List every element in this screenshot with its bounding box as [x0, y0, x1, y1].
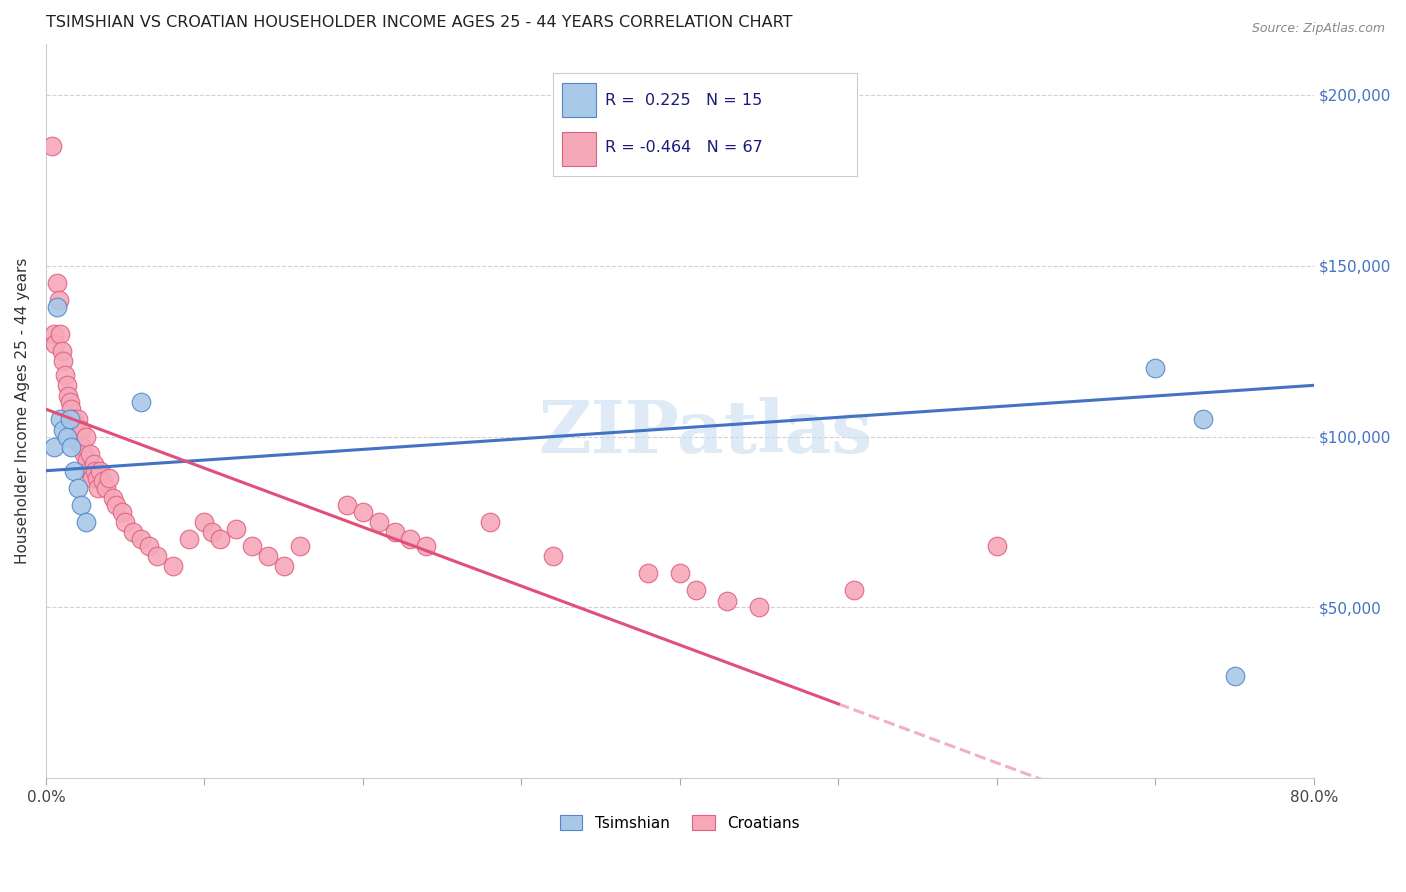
Point [177, 532, 200, 546]
Point [56, 388, 79, 402]
Point [79, 447, 101, 461]
Point [42, 440, 65, 454]
Point [72, 440, 94, 454]
Text: Source: ZipAtlas.com: Source: ZipAtlas.com [1251, 22, 1385, 36]
Point [114, 515, 136, 529]
Point [60, 402, 83, 417]
Point [748, 600, 770, 615]
Point [62, 412, 84, 426]
Point [55, 429, 77, 443]
Point [240, 539, 263, 553]
Point [637, 566, 659, 581]
Point [89, 464, 111, 478]
Point [53, 368, 76, 382]
Point [986, 539, 1008, 553]
Point [73, 447, 96, 461]
Point [65, 429, 87, 443]
Point [51, 344, 73, 359]
Point [76, 453, 98, 467]
Point [384, 525, 406, 540]
Point [91, 474, 114, 488]
Point [84, 464, 107, 478]
Point [59, 395, 82, 409]
Point [288, 539, 311, 553]
Point [225, 522, 247, 536]
Point [67, 436, 90, 450]
Point [1144, 361, 1167, 376]
Point [209, 532, 232, 546]
Point [77, 464, 100, 478]
Point [669, 566, 692, 581]
Point [86, 470, 108, 484]
Point [60, 440, 83, 454]
Point [104, 498, 127, 512]
Point [87, 481, 110, 495]
Point [49, 412, 72, 426]
Point [844, 583, 866, 598]
Point [42, 327, 65, 342]
Legend: Tsimshian, Croatians: Tsimshian, Croatians [554, 808, 806, 837]
Point [66, 481, 89, 495]
Point [367, 515, 389, 529]
Point [98, 470, 121, 484]
Point [1191, 412, 1213, 426]
Point [201, 525, 224, 540]
Point [46, 300, 69, 314]
Point [48, 293, 70, 307]
Point [66, 412, 89, 426]
Point [44, 337, 66, 351]
Point [273, 559, 295, 574]
Point [111, 505, 134, 519]
Point [138, 539, 160, 553]
Point [122, 525, 145, 540]
Point [80, 470, 103, 484]
Point [96, 481, 118, 495]
Point [478, 515, 501, 529]
Text: ZIPatlas: ZIPatlas [538, 398, 872, 468]
Point [69, 423, 91, 437]
Point [162, 559, 184, 574]
Point [75, 515, 97, 529]
Point [399, 532, 422, 546]
Point [52, 354, 75, 368]
Point [52, 423, 75, 437]
Y-axis label: Householder Income Ages 25 - 44 years: Householder Income Ages 25 - 44 years [15, 258, 30, 564]
Point [75, 429, 97, 443]
Point [46, 276, 69, 290]
Point [716, 593, 738, 607]
Point [83, 457, 105, 471]
Point [63, 419, 86, 434]
Point [129, 532, 152, 546]
Point [685, 583, 707, 598]
Point [63, 464, 86, 478]
Point [69, 498, 91, 512]
Point [541, 549, 564, 563]
Point [352, 505, 374, 519]
Point [193, 515, 215, 529]
Point [55, 378, 77, 392]
Point [41, 139, 63, 153]
Point [129, 395, 152, 409]
Point [146, 549, 169, 563]
Point [49, 327, 72, 342]
Point [256, 549, 278, 563]
Point [59, 412, 82, 426]
Text: TSIMSHIAN VS CROATIAN HOUSEHOLDER INCOME AGES 25 - 44 YEARS CORRELATION CHART: TSIMSHIAN VS CROATIAN HOUSEHOLDER INCOME… [46, 15, 793, 30]
Point [415, 539, 437, 553]
Point [1223, 669, 1246, 683]
Point [336, 498, 359, 512]
Point [101, 491, 124, 505]
